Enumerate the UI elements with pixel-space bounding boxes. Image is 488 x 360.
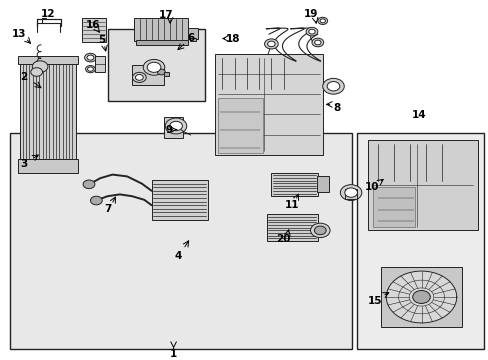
Bar <box>95 56 105 72</box>
Text: 9: 9 <box>165 125 172 135</box>
Bar <box>271 173 317 196</box>
Bar <box>356 133 483 349</box>
Bar <box>372 187 414 227</box>
Text: 6: 6 <box>187 33 194 43</box>
Bar <box>215 54 322 155</box>
Circle shape <box>314 40 321 45</box>
Bar <box>82 18 105 42</box>
Circle shape <box>90 196 102 205</box>
Bar <box>136 40 188 45</box>
Circle shape <box>165 118 186 134</box>
Text: 14: 14 <box>411 110 426 120</box>
Circle shape <box>83 180 95 189</box>
Bar <box>190 38 196 41</box>
Circle shape <box>143 59 164 75</box>
Bar <box>188 28 198 39</box>
Text: 18: 18 <box>225 33 240 44</box>
Circle shape <box>87 55 94 60</box>
Bar <box>163 72 168 76</box>
Bar <box>107 29 205 101</box>
Circle shape <box>344 188 357 197</box>
Text: 12: 12 <box>41 9 55 19</box>
Bar <box>134 18 188 41</box>
Bar <box>217 98 262 153</box>
Bar <box>20 63 76 160</box>
Bar <box>10 133 351 349</box>
Circle shape <box>32 61 48 72</box>
Circle shape <box>87 67 93 71</box>
Circle shape <box>147 62 161 72</box>
Bar <box>18 56 78 64</box>
Text: 1: 1 <box>170 348 177 359</box>
Bar <box>151 180 207 220</box>
Text: 4: 4 <box>174 251 182 261</box>
Bar <box>381 267 461 327</box>
Circle shape <box>267 41 275 47</box>
Circle shape <box>84 53 96 62</box>
Text: 7: 7 <box>103 204 111 214</box>
Circle shape <box>308 29 315 34</box>
Bar <box>316 176 328 192</box>
Circle shape <box>412 291 429 303</box>
Bar <box>18 159 78 173</box>
Circle shape <box>319 19 325 23</box>
Text: 20: 20 <box>276 234 290 244</box>
Text: 3: 3 <box>20 159 27 169</box>
Circle shape <box>310 223 329 238</box>
Text: 16: 16 <box>85 20 100 30</box>
Bar <box>132 65 163 85</box>
Circle shape <box>314 226 325 235</box>
Text: 10: 10 <box>364 182 378 192</box>
Text: 5: 5 <box>98 35 105 45</box>
Circle shape <box>305 27 317 36</box>
Bar <box>163 117 183 138</box>
Circle shape <box>322 78 344 94</box>
Polygon shape <box>386 271 456 323</box>
Text: 17: 17 <box>159 10 173 20</box>
Circle shape <box>85 66 95 73</box>
Circle shape <box>157 69 165 75</box>
Text: 19: 19 <box>303 9 317 19</box>
Circle shape <box>264 39 278 49</box>
Circle shape <box>135 75 143 80</box>
Text: 8: 8 <box>333 103 340 113</box>
Bar <box>266 214 317 241</box>
Text: 15: 15 <box>367 296 382 306</box>
Circle shape <box>31 68 42 76</box>
Text: 2: 2 <box>20 72 27 82</box>
Circle shape <box>317 17 327 24</box>
Bar <box>345 189 357 199</box>
Circle shape <box>169 121 182 131</box>
Text: 11: 11 <box>285 200 299 210</box>
Circle shape <box>311 38 323 47</box>
Circle shape <box>132 72 146 82</box>
Circle shape <box>326 82 339 91</box>
Text: 13: 13 <box>11 29 26 39</box>
Bar <box>367 140 477 230</box>
Circle shape <box>340 185 361 201</box>
